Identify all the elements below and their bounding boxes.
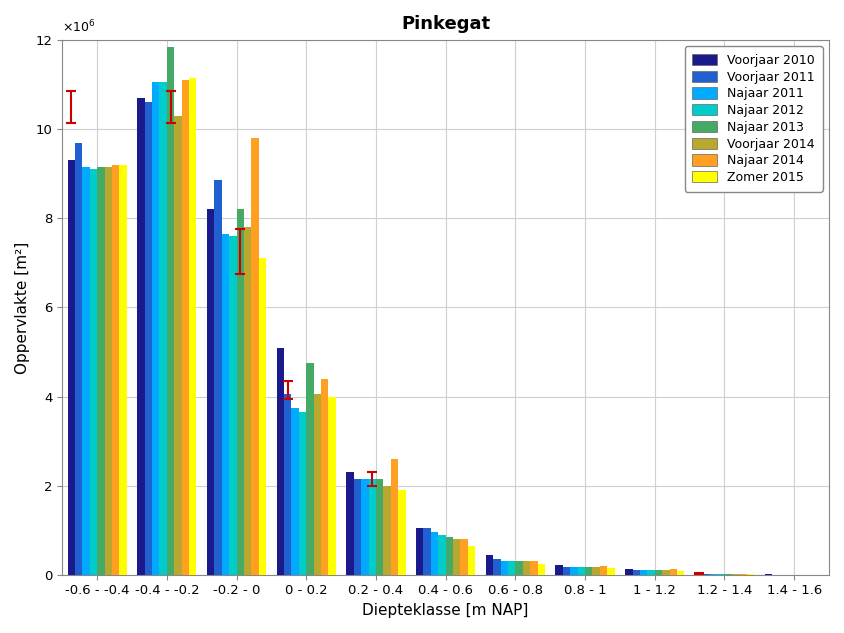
Bar (138, 98, 144, 575)
Bar (655, 570, 663, 575)
Bar (299, 412, 306, 575)
Bar (189, 78, 197, 575)
Title: Pinkegat: Pinkegat (401, 15, 490, 33)
Legend: Voorjaar 2010, Voorjaar 2011, Najaar 2011, Najaar 2012, Najaar 2013, Voorjaar 20: Voorjaar 2010, Voorjaar 2011, Najaar 201… (685, 46, 823, 192)
Bar (236, 210, 244, 575)
Bar (522, 561, 530, 575)
Bar (577, 567, 585, 575)
Bar (306, 363, 314, 575)
Bar (710, 574, 717, 575)
Bar (83, 167, 89, 575)
Bar (508, 561, 516, 575)
Bar (453, 539, 461, 575)
Bar (291, 408, 299, 575)
Bar (695, 573, 702, 575)
Bar (97, 167, 105, 575)
Bar (354, 479, 361, 575)
Bar (461, 539, 468, 575)
Bar (75, 142, 83, 575)
Bar (244, 227, 252, 575)
Bar (167, 47, 174, 575)
Bar (174, 116, 181, 575)
Bar (663, 570, 669, 575)
Bar (252, 138, 259, 575)
Bar (669, 569, 677, 575)
Bar (277, 348, 284, 575)
Bar (321, 379, 328, 575)
Bar (383, 486, 391, 575)
Bar (430, 532, 438, 575)
Bar (516, 561, 522, 575)
Bar (207, 210, 214, 575)
Bar (538, 563, 545, 575)
Bar (592, 567, 600, 575)
Bar (181, 80, 189, 575)
Bar (468, 546, 475, 575)
Bar (600, 566, 608, 575)
Bar (530, 561, 538, 575)
Bar (68, 160, 75, 575)
Bar (160, 82, 167, 575)
Bar (555, 565, 563, 575)
Bar (632, 570, 640, 575)
Bar (105, 167, 112, 575)
Bar (398, 490, 406, 575)
Bar (563, 567, 571, 575)
Bar (438, 535, 446, 575)
Bar (214, 180, 222, 575)
Text: $\times 10^6$: $\times 10^6$ (62, 19, 95, 35)
Bar (500, 561, 508, 575)
Bar (717, 574, 724, 575)
Bar (732, 574, 739, 575)
Bar (229, 236, 236, 575)
Bar (493, 559, 500, 575)
Bar (144, 103, 152, 575)
Bar (222, 234, 229, 575)
Bar (314, 394, 321, 575)
Bar (112, 165, 119, 575)
Bar (152, 82, 160, 575)
Y-axis label: Oppervlakte [m²]: Oppervlakte [m²] (15, 241, 30, 373)
Bar (571, 567, 577, 575)
Bar (702, 574, 710, 575)
Bar (416, 528, 424, 575)
Bar (424, 528, 430, 575)
Bar (739, 574, 747, 575)
Bar (328, 396, 336, 575)
Bar (369, 479, 376, 575)
Bar (625, 569, 632, 575)
Bar (485, 555, 493, 575)
Bar (585, 567, 592, 575)
Bar (391, 459, 398, 575)
Bar (361, 479, 369, 575)
Bar (376, 479, 383, 575)
Bar (259, 258, 266, 575)
Bar (119, 165, 127, 575)
X-axis label: Diepteklasse [m NAP]: Diepteklasse [m NAP] (362, 603, 529, 618)
Bar (724, 574, 732, 575)
Bar (446, 537, 453, 575)
Bar (647, 570, 655, 575)
Bar (640, 570, 647, 575)
Bar (284, 394, 291, 575)
Bar (608, 568, 614, 575)
Bar (89, 169, 97, 575)
Bar (677, 571, 684, 575)
Bar (346, 472, 354, 575)
